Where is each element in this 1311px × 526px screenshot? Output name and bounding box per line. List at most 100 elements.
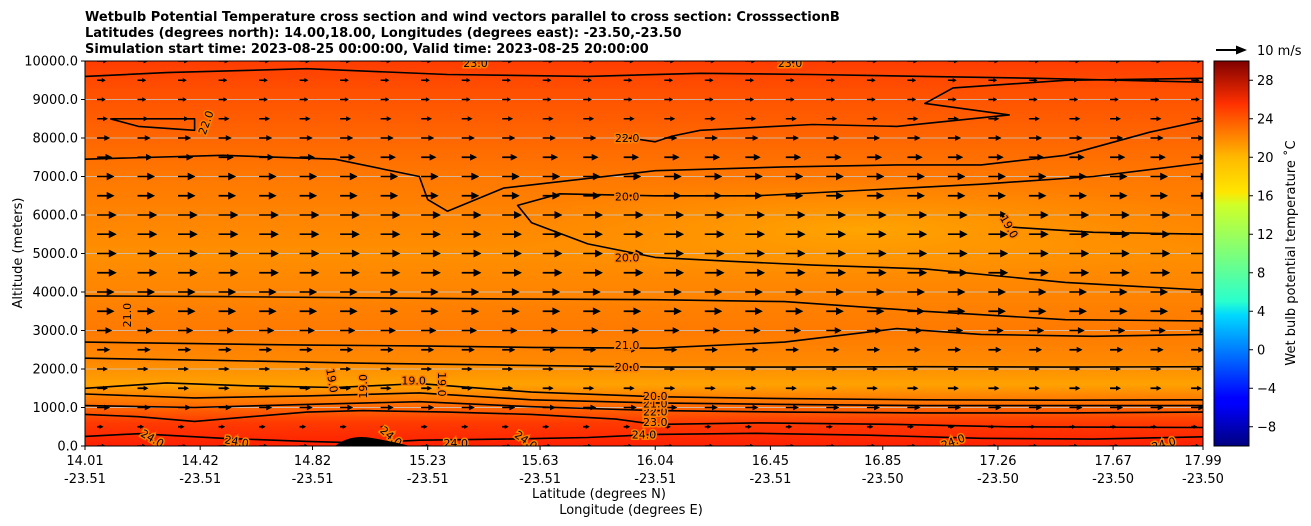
wind-vector — [380, 404, 394, 411]
y-tick-label: 3000.0 — [33, 324, 79, 339]
wind-vector — [178, 211, 198, 219]
wind-vector — [421, 211, 441, 219]
title-block: Wetbulb Potential Temperature cross sect… — [85, 10, 840, 57]
wind-vector — [178, 116, 189, 122]
wind-vector — [623, 288, 642, 296]
contour-label: 21.0 — [121, 303, 134, 328]
wind-vector — [704, 307, 723, 316]
wind-vector — [542, 172, 561, 181]
wind-vector — [97, 288, 115, 296]
wind-vector — [1110, 288, 1128, 296]
wind-vector — [502, 78, 511, 83]
contour-line-21 — [85, 392, 1203, 407]
contour-label: 24.0 — [632, 428, 657, 441]
wind-vector — [340, 172, 358, 181]
wind-vector — [1110, 230, 1130, 239]
x-tick-label-longitude: -23.51 — [179, 472, 221, 487]
wind-vector — [583, 191, 601, 200]
wind-vector — [623, 61, 635, 64]
wind-vector — [299, 307, 318, 316]
wind-vector — [623, 97, 633, 102]
wind-vector — [218, 346, 232, 353]
wind-vector — [97, 116, 108, 122]
wind-vector — [785, 424, 793, 429]
wind-vector — [866, 97, 876, 102]
wind-vector — [218, 191, 237, 200]
wind-vector — [907, 211, 928, 219]
wind-vector — [421, 78, 430, 83]
contour-label: 20.0 — [615, 191, 640, 204]
wind-vector — [1069, 366, 1081, 372]
wind-vector — [704, 327, 721, 334]
wind-vector — [947, 385, 959, 391]
wind-vector — [137, 230, 158, 239]
wind-vector — [866, 424, 874, 429]
contour-line-21 — [85, 295, 1203, 322]
wind-vector — [137, 153, 153, 161]
wind-vector — [1069, 172, 1087, 181]
wind-vector — [502, 97, 511, 102]
wind-vector — [623, 443, 633, 446]
wind-vector — [380, 97, 390, 102]
wind-vector — [1191, 135, 1203, 141]
chart-title-line-3: Simulation start time: 2023-08-25 00:00:… — [85, 42, 649, 57]
wind-vector — [1191, 116, 1202, 122]
wind-vector — [97, 404, 111, 411]
wind-vector — [542, 288, 561, 296]
wind-vector — [218, 230, 239, 239]
wind-vector — [178, 424, 185, 429]
wind-vector — [259, 78, 268, 83]
wind-vector — [1191, 172, 1203, 181]
wind-vector — [866, 268, 887, 277]
wind-vector — [704, 211, 725, 219]
wind-vector — [1069, 230, 1090, 239]
y-tick-label: 4000.0 — [33, 286, 79, 301]
wind-vector — [421, 172, 439, 181]
wind-vector — [97, 327, 113, 334]
wind-vector — [826, 346, 840, 353]
wind-vector — [583, 443, 592, 446]
wind-vector — [866, 135, 881, 141]
wind-vector — [218, 116, 230, 122]
wind-vector — [502, 61, 514, 64]
wind-vector — [137, 172, 156, 181]
wind-vector — [542, 61, 554, 64]
wind-vector — [97, 268, 117, 277]
wind-vector — [340, 307, 358, 316]
contour-line-22 — [85, 67, 1203, 83]
wind-vector — [785, 172, 804, 181]
wind-vector — [907, 97, 917, 102]
wind-vector — [704, 153, 721, 161]
wind-vector — [1069, 97, 1079, 102]
wind-vector — [1110, 78, 1119, 83]
wind-vector — [623, 211, 644, 219]
wind-vector — [218, 366, 230, 372]
wind-vector — [866, 211, 887, 219]
wind-vector — [947, 211, 968, 219]
wind-vector — [704, 346, 718, 353]
wind-vector — [299, 366, 311, 372]
wind-vector — [785, 153, 802, 161]
wind-vector — [502, 307, 520, 316]
wind-vector — [745, 230, 766, 239]
wind-vector — [988, 268, 1009, 277]
wind-vector — [299, 153, 315, 161]
contour-label: 19.0 — [401, 375, 426, 388]
wind-vector — [826, 424, 833, 429]
wind-vector — [1069, 116, 1081, 122]
colorbar-gradient — [1213, 60, 1250, 447]
x-tick-label-latitude: 17.67 — [1095, 454, 1132, 469]
wind-vector — [866, 385, 878, 391]
wind-vector — [178, 307, 196, 316]
wind-vector — [178, 288, 196, 296]
wind-vector — [947, 97, 957, 102]
wind-vector — [826, 135, 840, 141]
wind-vector — [664, 346, 678, 353]
wind-vector — [1110, 307, 1128, 316]
wind-vector — [1110, 385, 1121, 391]
wind-vector — [218, 404, 232, 411]
wind-vector — [785, 78, 795, 83]
wind-vector — [178, 385, 189, 391]
wind-vector — [664, 327, 680, 334]
y-tick-label: 8000.0 — [33, 132, 79, 147]
